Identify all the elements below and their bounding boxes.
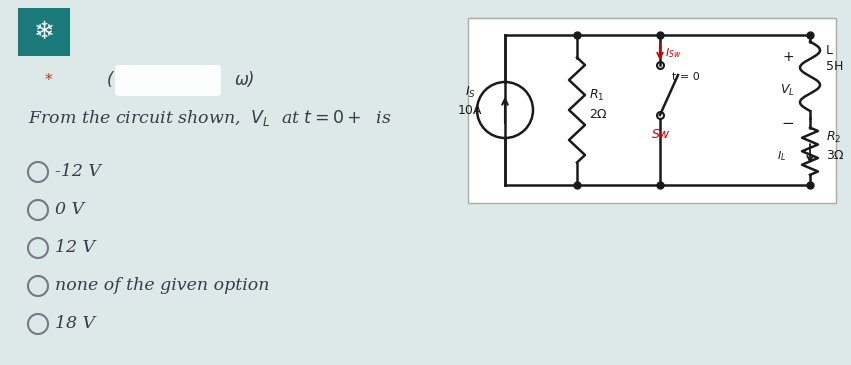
Text: (: (: [106, 71, 113, 89]
Text: ω): ω): [235, 71, 255, 89]
Text: $R_1$: $R_1$: [589, 88, 604, 103]
Text: *: *: [44, 73, 52, 88]
Text: $V_L$: $V_L$: [780, 82, 795, 97]
Text: 3Ω: 3Ω: [826, 149, 843, 162]
FancyBboxPatch shape: [468, 18, 836, 203]
Text: Sw: Sw: [652, 128, 670, 142]
Text: 18 V: 18 V: [55, 315, 95, 333]
Text: $R_2$: $R_2$: [826, 130, 842, 145]
Text: 0 V: 0 V: [55, 201, 84, 219]
Text: L: L: [826, 43, 833, 57]
Text: ❄: ❄: [33, 20, 54, 44]
FancyBboxPatch shape: [115, 65, 221, 96]
Text: −: −: [781, 115, 794, 131]
Text: $I_L$: $I_L$: [778, 149, 786, 163]
Text: 12 V: 12 V: [55, 239, 95, 257]
FancyBboxPatch shape: [18, 8, 70, 56]
Text: t = 0: t = 0: [672, 72, 700, 82]
Text: 2Ω: 2Ω: [589, 108, 607, 122]
Text: -12 V: -12 V: [55, 164, 101, 181]
Text: $I_S$: $I_S$: [465, 84, 476, 100]
Text: none of the given option: none of the given option: [55, 277, 270, 295]
Text: From the circuit shown,  $V_L$  at $t = 0 +$  is: From the circuit shown, $V_L$ at $t = 0 …: [28, 108, 391, 128]
Text: 5H: 5H: [826, 61, 843, 73]
Text: 10A: 10A: [458, 104, 483, 116]
Text: +: +: [782, 50, 794, 64]
Text: $I_{Sw}$: $I_{Sw}$: [665, 46, 682, 60]
